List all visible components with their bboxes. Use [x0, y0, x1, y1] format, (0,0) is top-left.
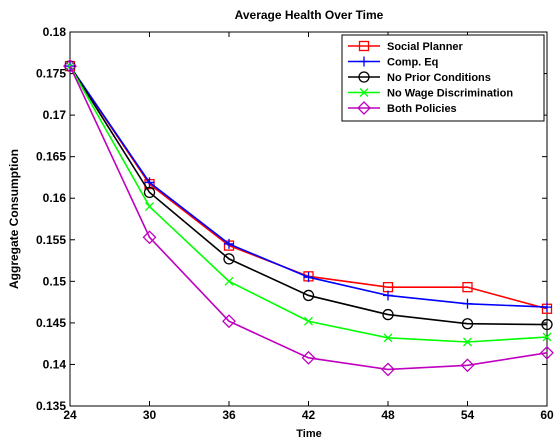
legend-box [341, 34, 545, 122]
data-point [223, 253, 235, 265]
legend: Social Planner Comp. Eq No Prior Condition… [341, 34, 545, 122]
data-point [381, 362, 395, 377]
data-point [304, 316, 313, 326]
legend-item: Social Planner [348, 40, 464, 53]
series-layer [63, 59, 554, 377]
x-tick-label: 24 [63, 408, 77, 422]
y-tick-label: 0.14 [43, 357, 67, 371]
legend-label: Both Policies [387, 103, 457, 115]
data-point [302, 289, 315, 302]
y-tick-label: 0.16 [43, 191, 67, 205]
chart-title: Average Health Over Time [235, 8, 384, 22]
series-line [69, 65, 548, 371]
data-point [144, 177, 155, 188]
legend-label: Social Planner [387, 41, 464, 53]
legend-marker [359, 56, 369, 67]
legend-label: No Wage Discrimination [387, 88, 513, 100]
legend-marker [359, 88, 369, 97]
y-tick-label: 0.145 [36, 316, 66, 330]
data-point [542, 332, 552, 342]
legend-marker [357, 101, 371, 115]
y-tick-label: 0.18 [43, 25, 67, 39]
data-point [64, 60, 76, 72]
data-point [303, 272, 314, 283]
legend-marker [358, 71, 370, 83]
series-comp-eq [65, 61, 552, 313]
y-tick-label: 0.17 [43, 108, 67, 122]
data-point [143, 186, 156, 199]
legend-item: Comp. Eq [348, 56, 438, 69]
data-point [462, 298, 473, 309]
y-tick-label: 0.165 [36, 150, 66, 164]
legend-item: Both Policies [348, 101, 457, 115]
x-tick-label: 36 [222, 408, 236, 422]
y-tick-label: 0.135 [36, 399, 66, 413]
legend-item: No Prior Conditions [348, 71, 491, 84]
series-line [69, 65, 548, 326]
data-point [224, 238, 234, 249]
data-point [460, 358, 475, 373]
data-point [461, 318, 474, 330]
x-tick-label: 60 [540, 408, 554, 422]
data-point [542, 302, 552, 313]
data-point [63, 59, 77, 73]
x-axis: 24 30 36 42 48 54 60 [63, 32, 554, 422]
data-point [224, 276, 234, 286]
legend-marker [358, 40, 370, 52]
legend-label: No Prior Conditions [387, 72, 491, 84]
data-point [463, 337, 472, 347]
y-axis-label: Aggregate Consumption [7, 149, 21, 289]
x-tick-label: 54 [461, 408, 475, 422]
data-point [383, 290, 393, 301]
data-point [541, 318, 553, 331]
y-tick-label: 0.15 [43, 274, 67, 288]
x-tick-label: 30 [143, 408, 157, 422]
data-point [462, 282, 473, 293]
x-tick-label: 42 [302, 408, 316, 422]
data-point [382, 308, 394, 321]
series-no-prior-conditions [64, 60, 553, 331]
legend-label: Comp. Eq [387, 57, 438, 69]
y-tick-label: 0.155 [36, 233, 66, 247]
data-point [540, 345, 554, 360]
y-tick-label: 0.175 [36, 67, 66, 81]
x-axis-label: Time [296, 428, 321, 439]
legend-item: No Wage Discrimination [348, 88, 513, 100]
data-point [383, 333, 393, 343]
data-point [222, 314, 236, 329]
x-tick-label: 48 [381, 408, 395, 422]
data-point [301, 350, 316, 365]
data-point [145, 202, 154, 211]
data-point [142, 230, 157, 245]
y-axis: 0.135 0.14 0.145 0.15 0.155 0.16 0.165 0.17 0.17… [36, 25, 547, 413]
series-both-policies [63, 59, 554, 377]
